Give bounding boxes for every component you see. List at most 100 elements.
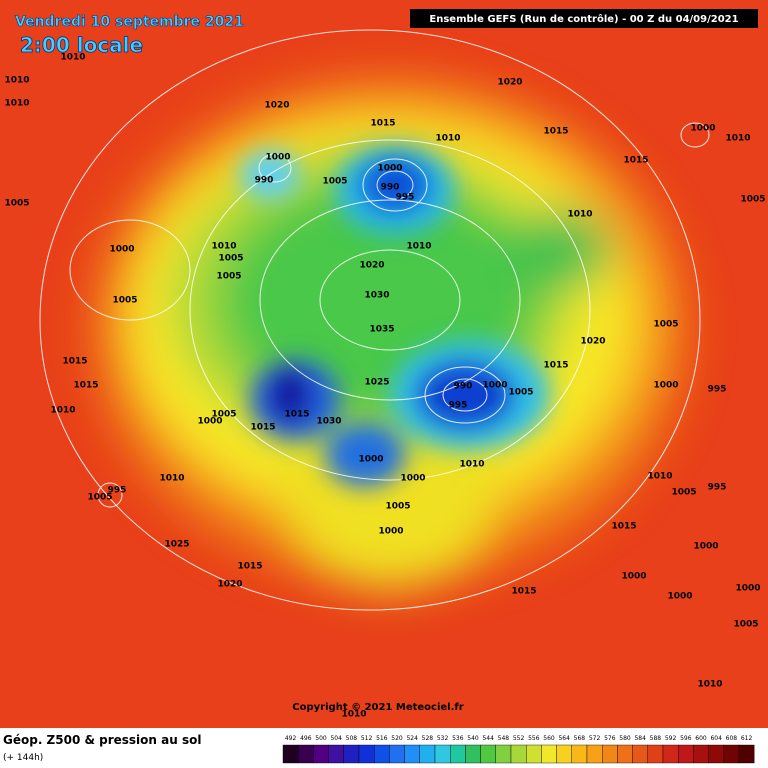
isobar-label: 1005	[653, 320, 678, 330]
scale-label: 584	[634, 735, 646, 742]
scale-label: 496	[300, 735, 312, 742]
scale-label: 532	[437, 735, 449, 742]
field	[0, 0, 768, 728]
isobar-label: 1000	[377, 164, 402, 174]
isobar-label: 1015	[62, 357, 87, 367]
isobar-label: 1000	[690, 124, 715, 134]
scale-label: 528	[422, 735, 434, 742]
isobar-label: 1020	[580, 337, 605, 347]
scale-swatch	[586, 744, 603, 764]
scale-swatch	[434, 744, 451, 764]
isobar-label: 1035	[369, 325, 394, 335]
isobar-label: 1015	[623, 156, 648, 166]
isobar-label: 1010	[406, 242, 431, 252]
isobar-label: 990	[454, 382, 473, 392]
scale-swatch	[495, 744, 512, 764]
scale-swatch	[632, 744, 648, 764]
scale-swatch	[480, 744, 497, 764]
isobar-label: 1010	[567, 210, 592, 220]
isobar-label: 1025	[164, 540, 189, 550]
isobar-label: 1015	[370, 119, 395, 129]
scale-label: 596	[680, 735, 692, 742]
isobar-label: 1015	[511, 587, 536, 597]
isobar-label: 1005	[211, 410, 236, 420]
scale-swatch	[358, 744, 375, 764]
isobar-label: 1005	[671, 488, 696, 498]
scale-swatch	[708, 744, 724, 764]
isobar-label: 995	[396, 193, 415, 203]
scale-swatch	[374, 744, 390, 764]
scale-swatch	[678, 744, 694, 764]
isobar-label: 1010	[647, 472, 672, 482]
scale-label: 572	[589, 735, 601, 742]
isobar-label: 1015	[611, 522, 636, 532]
scale-label: 600	[695, 735, 707, 742]
scale-label: 564	[558, 735, 570, 742]
footer-title: Géop. Z500 & pression au sol	[3, 733, 201, 747]
isobar-label: 1000	[653, 381, 678, 391]
local-time: 2:00 locale	[20, 33, 143, 57]
isobar-label: 1020	[264, 101, 289, 111]
scale-label: 504	[330, 735, 342, 742]
scale-swatch	[343, 744, 360, 764]
scale-label: 508	[346, 735, 358, 742]
scale-swatch	[298, 744, 314, 764]
isobar-label: 1015	[543, 361, 568, 371]
isobar-label: 1025	[364, 378, 389, 388]
scale-label: 536	[452, 735, 464, 742]
isobar-label: 1010	[725, 134, 750, 144]
scale-swatch	[723, 744, 740, 764]
scale-swatch	[419, 744, 436, 764]
scale-label: 520	[391, 735, 403, 742]
isobar-label: 1005	[87, 493, 112, 503]
isobar-label: 1010	[60, 53, 85, 63]
copyright: Copyright © 2021 Meteociel.fr	[292, 702, 463, 713]
scale-swatch	[662, 744, 679, 764]
scale-swatch	[328, 744, 345, 764]
isobar-label: 990	[255, 176, 274, 186]
scale-swatch	[450, 744, 466, 764]
isobar-label: 1000	[358, 455, 383, 465]
isobar-label: 1010	[4, 99, 29, 109]
scale-swatch	[526, 744, 542, 764]
scale-label: 568	[574, 735, 586, 742]
scale-swatch	[738, 744, 755, 764]
isobar-label: 1005	[322, 177, 347, 187]
scale-swatch	[571, 744, 588, 764]
scale-swatch	[647, 744, 664, 764]
isobar-label: 1000	[400, 474, 425, 484]
isobar-label: 1030	[364, 291, 389, 301]
isobar-label: 1010	[211, 242, 236, 252]
isobar-label: 1005	[112, 296, 137, 306]
scale-label: 592	[665, 735, 677, 742]
scale-label: 544	[482, 735, 494, 742]
isobar-label: 1010	[459, 460, 484, 470]
date: Vendredi 10 septembre 2021	[15, 14, 244, 30]
isobar-label: 1005	[740, 195, 765, 205]
isobar-label: 1015	[250, 423, 275, 433]
scale-swatch	[389, 744, 405, 764]
isobar-label: 1010	[50, 406, 75, 416]
isobar-label: 1015	[73, 381, 98, 391]
scale-swatch	[556, 744, 572, 764]
scale-label: 540	[467, 735, 479, 742]
isobar-label: 1000	[109, 245, 134, 255]
run-info: Ensemble GEFS (Run de contrôle) - 00 Z d…	[429, 13, 738, 25]
scale-label: 512	[361, 735, 373, 742]
run-box	[410, 9, 758, 28]
isobar-label: 1000	[693, 542, 718, 552]
isobar-label: 1010	[4, 76, 29, 86]
scale-label: 492	[285, 735, 297, 742]
isobar-label: 1015	[543, 127, 568, 137]
scale-label: 552	[513, 735, 525, 742]
scale-label: 516	[376, 735, 388, 742]
scale-label: 608	[726, 735, 738, 742]
isobar-label: 1005	[4, 199, 29, 209]
scale-label: 560	[543, 735, 555, 742]
isobar-label: 1010	[435, 134, 460, 144]
isobar-label: 1030	[316, 417, 341, 427]
scale-label: 524	[406, 735, 418, 742]
scale-swatch	[617, 744, 633, 764]
scale-label: 604	[710, 735, 722, 742]
